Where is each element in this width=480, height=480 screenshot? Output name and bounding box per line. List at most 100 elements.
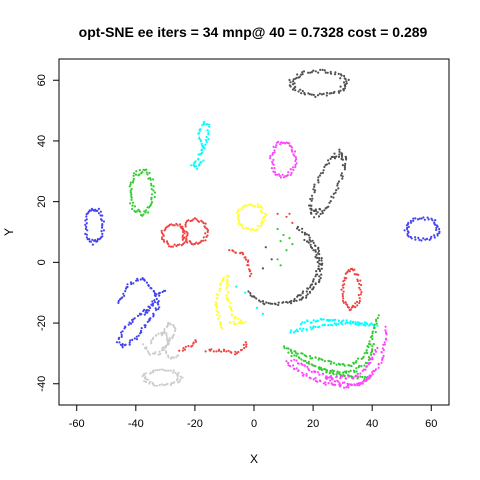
data-point [245,343,248,346]
data-point [335,155,338,158]
data-point [279,264,282,267]
data-point [297,369,300,372]
data-point [319,172,322,175]
data-point [368,340,371,343]
data-point [205,141,208,144]
data-point [152,189,155,192]
data-point [225,286,228,289]
data-point [142,213,145,216]
data-point [342,290,345,293]
data-point [367,342,370,345]
data-point [150,339,153,342]
data-point [323,209,326,212]
data-point [131,201,135,204]
data-point [351,321,354,324]
data-point [435,228,438,232]
data-point [235,352,238,355]
data-point [204,232,207,235]
data-point [97,212,100,215]
data-point [313,209,316,213]
data-point [157,353,160,356]
data-point [381,347,384,350]
data-point [261,267,264,270]
data-point [317,181,320,184]
data-point [336,182,339,185]
data-point [124,290,127,293]
data-point [309,355,312,358]
data-point [155,308,158,312]
data-point [273,171,277,174]
data-point [346,382,349,385]
data-point [341,371,345,374]
data-point [345,319,348,322]
data-point [230,307,233,310]
data-point [275,144,278,147]
data-point [117,299,120,303]
data-point [201,145,204,148]
data-point [337,320,341,323]
y-tick-label: 20 [36,196,48,208]
data-point [337,380,340,383]
data-point [285,249,288,252]
data-point [176,354,179,357]
data-point [201,124,204,127]
data-point [289,173,292,176]
data-point [149,178,152,181]
data-point [192,341,195,344]
data-point [288,144,291,147]
data-point [344,377,348,380]
data-point [162,369,166,372]
data-point [163,328,166,331]
data-point [371,348,374,351]
data-point [310,283,314,286]
y-axis-label: Y [2,228,16,236]
data-point [261,206,264,209]
data-point [323,324,326,327]
data-point [320,93,324,96]
data-point [152,336,155,339]
data-point [183,232,186,235]
data-point [287,364,290,367]
data-point [182,230,185,234]
data-point [314,282,317,285]
data-point [352,377,355,380]
data-point [308,290,311,293]
data-point [312,325,315,328]
data-point [341,375,344,378]
data-point [371,345,374,348]
data-point [285,215,288,218]
data-point [144,324,147,327]
data-point [210,348,213,351]
data-point [149,317,152,320]
data-point [269,157,272,160]
data-point [371,373,374,376]
data-point [146,320,149,323]
data-point [175,222,178,225]
data-point [257,206,260,209]
data-point [99,214,102,217]
data-point [422,237,425,240]
data-point [371,334,374,337]
data-point [345,321,348,324]
data-point [160,383,163,386]
data-point [310,208,313,211]
data-point [333,362,336,365]
data-point [360,291,363,294]
data-point [294,163,297,167]
data-point [300,92,303,95]
data-point [259,209,263,212]
data-point [318,275,321,278]
data-point [315,212,318,215]
data-point [145,171,148,174]
data-point [359,293,362,296]
data-point [311,239,314,242]
data-point [273,151,276,154]
data-point [360,283,363,287]
data-point [85,236,88,239]
data-point [251,295,254,298]
data-point [193,217,196,220]
data-point [335,373,338,376]
data-point [204,143,207,146]
data-point [335,363,338,366]
data-point [173,329,177,333]
